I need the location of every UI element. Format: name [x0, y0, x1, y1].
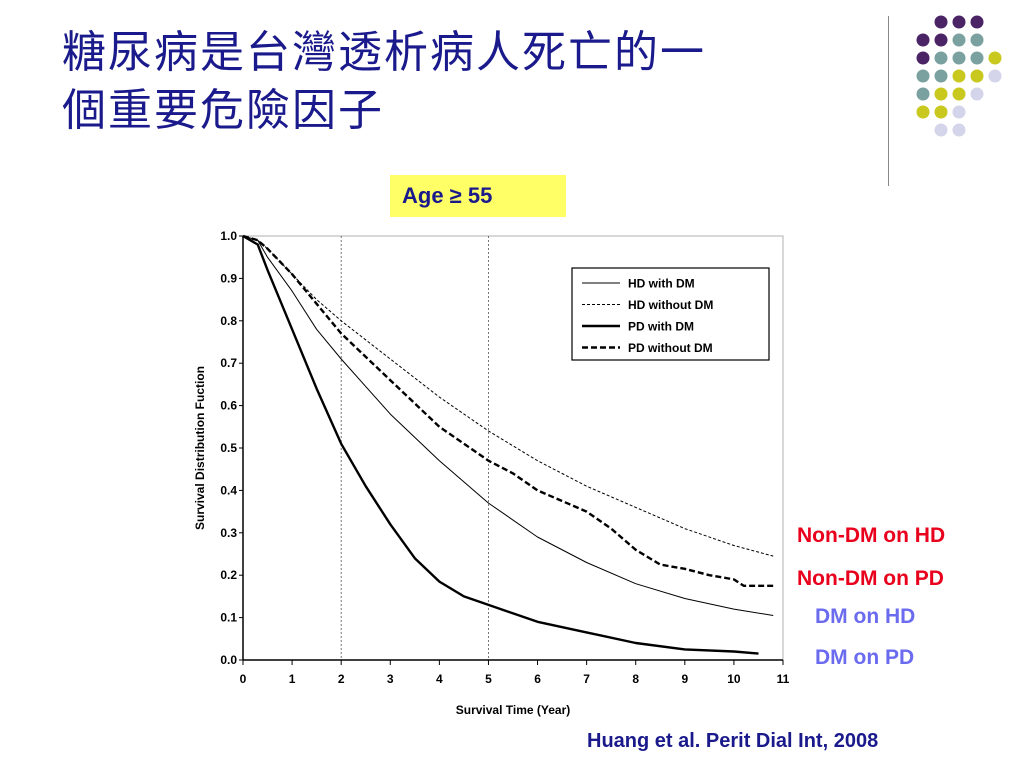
title-line-1: 糖尿病是台灣透析病人死亡的一: [62, 27, 706, 78]
x-tick-label: 6: [534, 672, 541, 686]
decor-dot: [934, 87, 948, 101]
x-tick-label: 5: [485, 672, 492, 686]
legend-label-1: HD without DM: [628, 298, 713, 312]
decor-dot: [934, 15, 948, 29]
x-tick-label: 7: [583, 672, 590, 686]
decor-dot: [916, 105, 930, 119]
y-tick-label: 0.4: [220, 483, 237, 497]
x-tick-label: 4: [436, 672, 443, 686]
decor-dot: [952, 15, 966, 29]
series-line-0: [242, 235, 774, 616]
decor-dot: [934, 69, 948, 83]
decor-dot: [970, 33, 984, 47]
title-line-2: 個重要危險因子: [62, 85, 384, 136]
x-tick-label: 3: [387, 672, 394, 686]
legend-label-0: HD with DM: [628, 277, 695, 291]
survival-chart: 0 1 2 3 4 5 6 7 8 9 10 11 0.0 0.1 0.2 0.3 0.4 0.5 0.6 0.7 0.…: [193, 229, 790, 717]
slide-title: 糖尿病是台灣透析病人死亡的一 個重要危險因子: [62, 24, 862, 140]
y-tick-label: 0.5: [220, 441, 237, 455]
annotation-nondm-pd: Non-DM on PD: [797, 567, 944, 590]
decor-dot: [916, 51, 930, 65]
decor-dot: [952, 51, 966, 65]
annotation-dm-hd: DM on HD: [815, 605, 916, 628]
decor-dot: [952, 87, 966, 101]
series-line-3: [242, 234, 774, 587]
x-tick-label: 9: [681, 672, 688, 686]
y-tick-label: 0.9: [220, 271, 237, 285]
y-tick-label: 0.6: [220, 399, 237, 413]
y-tick-label: 0.1: [220, 611, 237, 625]
citation: Huang et al. Perit Dial Int, 2008: [587, 730, 879, 752]
decor-dot: [916, 69, 930, 83]
x-tick-label: 10: [727, 672, 741, 686]
legend-label-3: PD without DM: [628, 341, 713, 355]
decor-dot: [970, 51, 984, 65]
decor-dot: [934, 105, 948, 119]
decor-dot: [934, 123, 948, 137]
decor-divider: [888, 16, 889, 186]
y-tick-label: 0.3: [220, 526, 237, 540]
x-tick-label: 0: [240, 672, 247, 686]
x-tick-label: 1: [289, 672, 296, 686]
decor-dot: [970, 15, 984, 29]
decor-dot: [952, 123, 966, 137]
decor-dot: [916, 87, 930, 101]
decor-dot: [988, 51, 1002, 65]
annotation-nondm-hd: Non-DM on HD: [797, 524, 946, 547]
decor-dot: [970, 87, 984, 101]
y-tick-label: 0.7: [220, 356, 237, 370]
x-axis-label: Survival Time (Year): [456, 703, 571, 717]
y-tick-label: 1.0: [220, 229, 237, 243]
age-badge: Age ≥ 55: [390, 175, 566, 217]
x-tick-label: 8: [632, 672, 639, 686]
decor-dot: [916, 33, 930, 47]
x-tick-label: 2: [338, 672, 345, 686]
decor-dot: [952, 33, 966, 47]
y-tick-label: 0.0: [220, 653, 237, 667]
decor-dot: [988, 69, 1002, 83]
y-tick-label: 0.2: [220, 568, 237, 582]
decor-dot-grid: [916, 15, 1002, 137]
decor-dot: [952, 69, 966, 83]
decor-dot: [934, 33, 948, 47]
decor-dot: [970, 69, 984, 83]
annotation-dm-pd: DM on PD: [815, 646, 915, 669]
series-line-2: [242, 234, 759, 655]
decor-dot: [952, 105, 966, 119]
legend-label-2: PD with DM: [628, 320, 694, 334]
decor-dot: [934, 51, 948, 65]
y-tick-label: 0.8: [220, 314, 237, 328]
y-axis-label: Survival Distribution Fuction: [193, 366, 207, 530]
x-tick-label: 11: [777, 672, 790, 686]
